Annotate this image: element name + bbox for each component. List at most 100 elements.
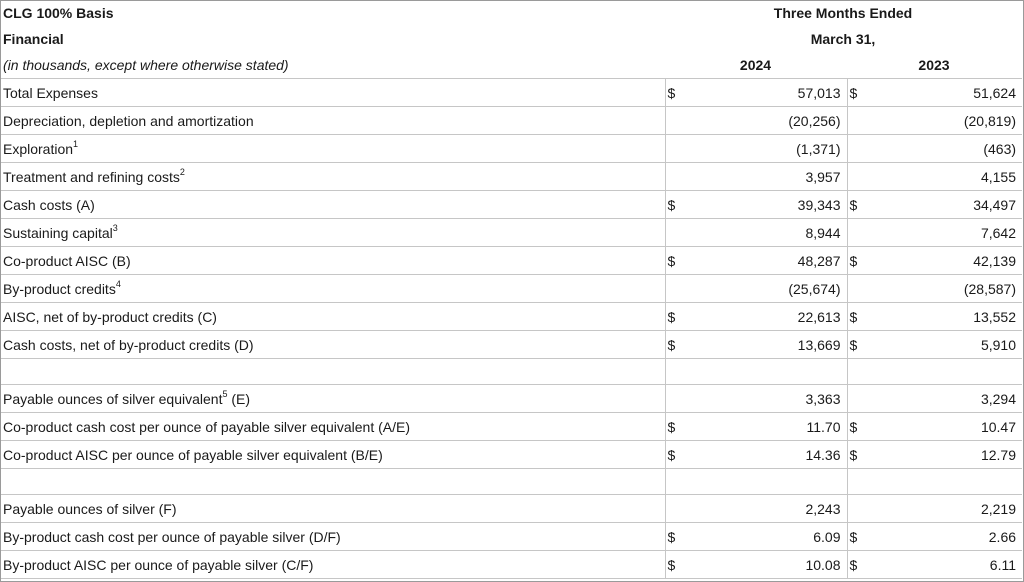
- value-2024: 13,669: [681, 330, 847, 359]
- currency-2023: $: [846, 330, 863, 359]
- value-2023: 5,910: [863, 330, 1023, 359]
- value-2023: 12.79: [863, 440, 1023, 469]
- value-2024: 8,944: [681, 218, 847, 247]
- header-row-2: Financial March 31,: [1, 26, 1022, 52]
- value-2023: 7,642: [863, 218, 1023, 247]
- units-note: (in thousands, except where otherwise st…: [3, 57, 289, 73]
- table-row: Total Expenses $ 57,013 $ 51,624: [1, 78, 1023, 107]
- currency-2024: $: [664, 330, 681, 359]
- spacer-row: [1, 468, 1023, 495]
- footnote-marker: 4: [115, 278, 121, 289]
- value-2023: 2,219: [863, 494, 1023, 523]
- row-label: Exploration1: [1, 134, 665, 163]
- header-row-3: (in thousands, except where otherwise st…: [1, 52, 1022, 79]
- value-2023: 42,139: [863, 246, 1023, 275]
- currency-2024: $: [664, 412, 681, 441]
- currency-2023: $: [846, 550, 863, 579]
- currency-2023: $: [846, 440, 863, 469]
- currency-2023: $: [846, 246, 863, 275]
- row-label: By-product cash cost per ounce of payabl…: [1, 522, 665, 551]
- table-row: AISC, net of by-product credits (C) $ 22…: [1, 302, 1023, 331]
- currency-2023: [846, 384, 863, 413]
- row-label: Cash costs (A): [1, 190, 665, 219]
- value-2024: 11.70: [681, 412, 847, 441]
- value-2023: 13,552: [863, 302, 1023, 331]
- period-label-1: Three Months Ended: [773, 5, 913, 21]
- row-label: Treatment and refining costs2: [1, 162, 665, 191]
- currency-2023: $: [846, 302, 863, 331]
- currency-2024: [664, 162, 681, 191]
- table-row: Co-product AISC per ounce of payable sil…: [1, 440, 1023, 469]
- row-label: Depreciation, depletion and amortization: [1, 106, 665, 135]
- currency-2024: [664, 106, 681, 135]
- row-label: Total Expenses: [1, 78, 665, 107]
- footnote-marker: 1: [73, 138, 79, 149]
- row-label: Co-product AISC per ounce of payable sil…: [1, 440, 665, 469]
- value-2024: 39,343: [681, 190, 847, 219]
- currency-2024: $: [664, 440, 681, 469]
- row-label: Cash costs, net of by-product credits (D…: [1, 330, 665, 359]
- period-label-2: March 31,: [810, 31, 876, 47]
- column-header-2023: 2023: [918, 57, 950, 73]
- value-2023: (28,587): [863, 274, 1023, 303]
- row-label: Co-product AISC (B): [1, 246, 665, 275]
- currency-2024: [664, 494, 681, 523]
- value-2024: 57,013: [681, 78, 847, 107]
- table-row: Co-product cash cost per ounce of payabl…: [1, 412, 1023, 441]
- table-row: Sustaining capital3 8,944 7,642: [1, 218, 1023, 247]
- value-2023: 4,155: [863, 162, 1023, 191]
- table-title: CLG 100% Basis: [3, 5, 114, 21]
- currency-2024: $: [664, 190, 681, 219]
- value-2023: 3,294: [863, 384, 1023, 413]
- value-2024: 48,287: [681, 246, 847, 275]
- currency-2023: [846, 274, 863, 303]
- value-2023: 2.66: [863, 522, 1023, 551]
- value-2023: 6.11: [863, 550, 1023, 579]
- currency-2024: $: [664, 550, 681, 579]
- currency-2023: [846, 494, 863, 523]
- value-2024: (25,674): [681, 274, 847, 303]
- table-row: Treatment and refining costs2 3,957 4,15…: [1, 162, 1023, 191]
- table-subtitle: Financial: [3, 31, 64, 47]
- table-row: Payable ounces of silver (F) 2,243 2,219: [1, 494, 1023, 523]
- currency-2024: [664, 274, 681, 303]
- currency-2023: $: [846, 78, 863, 107]
- row-label: Sustaining capital3: [1, 218, 665, 247]
- header-row-1: CLG 100% Basis Three Months Ended: [1, 0, 1022, 26]
- table-row: Cash costs, net of by-product credits (D…: [1, 330, 1023, 359]
- value-2024: 6.09: [681, 522, 847, 551]
- currency-2023: $: [846, 412, 863, 441]
- value-2023: 34,497: [863, 190, 1023, 219]
- value-2023: (463): [863, 134, 1023, 163]
- value-2024: 2,243: [681, 494, 847, 523]
- table-row: Payable ounces of silver equivalent5 (E)…: [1, 384, 1023, 413]
- spacer-row: [1, 358, 1023, 385]
- row-label: AISC, net of by-product credits (C): [1, 302, 665, 331]
- currency-2024: [664, 134, 681, 163]
- currency-2024: $: [664, 78, 681, 107]
- value-2024: 3,957: [681, 162, 847, 191]
- currency-2024: $: [664, 302, 681, 331]
- row-label: Payable ounces of silver equivalent5 (E): [1, 384, 665, 413]
- currency-2024: $: [664, 522, 681, 551]
- row-label: Co-product cash cost per ounce of payabl…: [1, 412, 665, 441]
- table-row: Co-product AISC (B) $ 48,287 $ 42,139: [1, 246, 1023, 275]
- currency-2024: $: [664, 246, 681, 275]
- value-2024: 10.08: [681, 550, 847, 579]
- table-row: Cash costs (A) $ 39,343 $ 34,497: [1, 190, 1023, 219]
- row-label: By-product credits4: [1, 274, 665, 303]
- value-2024: 22,613: [681, 302, 847, 331]
- value-2023: 51,624: [863, 78, 1023, 107]
- row-label: By-product AISC per ounce of payable sil…: [1, 550, 665, 579]
- currency-2023: $: [846, 522, 863, 551]
- footnote-marker: 5: [222, 388, 228, 399]
- footnote-marker: 2: [179, 166, 185, 177]
- value-2023: 10.47: [863, 412, 1023, 441]
- value-2024: 14.36: [681, 440, 847, 469]
- currency-2023: [846, 218, 863, 247]
- table-row: Depreciation, depletion and amortization…: [1, 106, 1023, 135]
- value-2023: (20,819): [863, 106, 1023, 135]
- currency-2024: [664, 384, 681, 413]
- table-row: By-product cash cost per ounce of payabl…: [1, 522, 1023, 551]
